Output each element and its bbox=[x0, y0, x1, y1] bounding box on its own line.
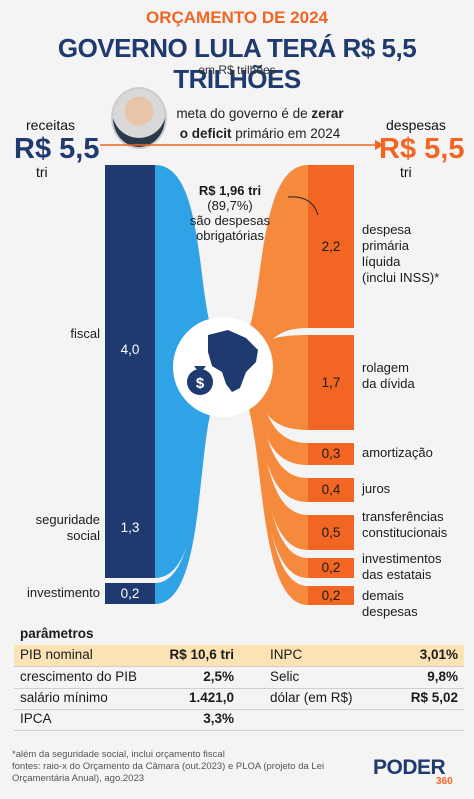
bar-receita-value: 4,0 bbox=[120, 342, 140, 357]
arrow-head-icon bbox=[375, 140, 384, 150]
receitas-value: R$ 5,5 bbox=[14, 133, 100, 165]
target-label: transferências constitucionais bbox=[362, 509, 448, 540]
source-label: fiscal bbox=[70, 326, 100, 341]
bar-despesa-value: 0,2 bbox=[321, 560, 341, 575]
subtitle: em R$ trilhões bbox=[198, 63, 276, 77]
flow-despesa-0 bbox=[230, 165, 308, 381]
annotation-leader bbox=[287, 196, 319, 216]
logo: PODER bbox=[373, 756, 446, 779]
bar-receita-1 bbox=[105, 478, 155, 578]
svg-text:$: $ bbox=[196, 375, 205, 392]
flow-receita-1 bbox=[155, 353, 230, 578]
bar-despesa-1 bbox=[308, 335, 354, 430]
sankey-chart: $ bbox=[100, 140, 384, 605]
despesas-unit: tri bbox=[400, 164, 412, 180]
bar-despesa-5 bbox=[308, 558, 354, 578]
bar-despesa-value: 2,2 bbox=[321, 238, 341, 254]
source-label: seguridade social bbox=[35, 512, 100, 543]
target-label: amortização bbox=[362, 445, 433, 460]
logo-number: 360 bbox=[436, 776, 453, 787]
brazil-map-icon bbox=[208, 330, 258, 392]
source-label: investimento bbox=[27, 585, 100, 600]
target-label: rolagem da dívida bbox=[362, 360, 415, 391]
params-title: parâmetros bbox=[20, 626, 94, 641]
bar-despesa-value: 0,4 bbox=[321, 482, 341, 497]
params-row: PIB nominal R$ 10,6 tri INPC 3,01% bbox=[14, 645, 464, 666]
params-row: crescimento do PIB 2,5% Selic 9,8% bbox=[20, 669, 458, 684]
footer: *além da seguridade social, inclui orçam… bbox=[12, 749, 325, 784]
bar-despesa-4 bbox=[308, 515, 354, 550]
bar-receita-value: 0,2 bbox=[120, 585, 140, 601]
receitas-unit: tri bbox=[36, 164, 48, 180]
kicker: ORÇAMENTO DE 2024 bbox=[145, 8, 328, 27]
receitas-label: receitas bbox=[26, 117, 76, 133]
bar-despesa-2 bbox=[308, 443, 354, 465]
bar-receita-value: 1,3 bbox=[120, 520, 140, 535]
despesas-label: despesas bbox=[386, 117, 446, 133]
money-bag-icon bbox=[187, 369, 213, 395]
bar-despesa-value: 1,7 bbox=[321, 374, 341, 390]
target-label: demais despesas bbox=[362, 588, 418, 619]
bar-despesa-6 bbox=[308, 586, 354, 605]
goal-text: meta do governo é de zerar o deficit prim… bbox=[176, 106, 344, 141]
bar-receita-2 bbox=[105, 583, 155, 604]
target-label: juros bbox=[362, 481, 391, 496]
bar-despesa-3 bbox=[308, 478, 354, 502]
bar-receita-0 bbox=[105, 165, 155, 535]
bar-despesa-value: 0,5 bbox=[321, 524, 341, 540]
target-label: despesa primária líquida (inclui INSS)* bbox=[362, 222, 440, 285]
bar-despesa-value: 0,2 bbox=[321, 587, 341, 603]
annotation-text: R$ 1,96 tri (89,7%) são despesas obrigatóri… bbox=[189, 183, 271, 243]
page-title: GOVERNO LULA TERÁ R$ 5,5 TRILHÕES bbox=[57, 33, 417, 94]
despesas-value: R$ 5,5 bbox=[379, 133, 465, 165]
bar-despesa-0 bbox=[308, 165, 354, 328]
params-row: salário mínimo 1.421,0 dólar (em R$) R$ 5,0… bbox=[20, 690, 458, 705]
params-row: IPCA 3,3% bbox=[20, 711, 234, 726]
bar-despesa-value: 0,3 bbox=[321, 446, 341, 461]
target-label: investimentos das estatais bbox=[362, 551, 442, 582]
avatar bbox=[111, 87, 167, 149]
